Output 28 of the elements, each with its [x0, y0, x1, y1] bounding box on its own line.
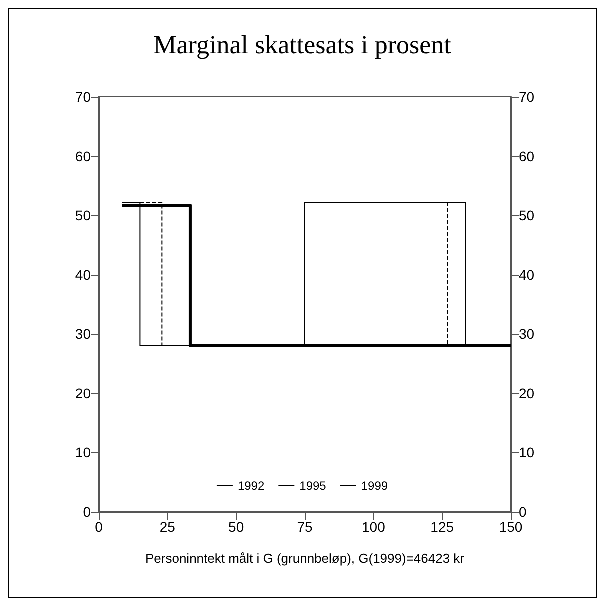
- x-tick-label: 125: [430, 519, 454, 535]
- y2-tick-label: 40: [519, 266, 535, 283]
- y-tick-label: 50: [75, 208, 92, 224]
- y-tick-label: 30: [75, 326, 92, 342]
- x-tick-label: 75: [297, 519, 313, 535]
- x-tick-label: 25: [160, 519, 176, 535]
- y2-tick-label: 20: [519, 385, 535, 402]
- x-tick-label: 0: [95, 519, 104, 535]
- legend-label: 1999: [361, 479, 388, 493]
- y-tick-label: 60: [75, 148, 92, 164]
- y2-tick-label: 70: [519, 89, 535, 105]
- legend-label: 1992: [238, 479, 265, 493]
- y-tick-label: 40: [75, 266, 92, 283]
- y2-tick-label: 0: [519, 504, 527, 520]
- y-tick-label: 10: [75, 444, 92, 461]
- y2-tick-label: 10: [519, 444, 535, 461]
- x-tick-label: 50: [228, 519, 244, 535]
- x-axis-title: Personinntekt målt i G (grunnbeløp), G(1999)=46423 kr: [145, 551, 466, 566]
- y2-tick-label: 60: [519, 148, 535, 164]
- y-tick-label: 0: [83, 504, 92, 520]
- y2-tick-label: 30: [519, 326, 535, 342]
- x-tick-label: 100: [362, 519, 386, 535]
- chart-title: Marginal skattesats i prosent: [154, 30, 452, 60]
- y-tick-label: 70: [75, 89, 92, 105]
- legend-label: 1995: [300, 479, 327, 493]
- y-tick-label: 20: [75, 385, 92, 402]
- y2-tick-label: 50: [519, 208, 535, 224]
- x-tick-label: 150: [499, 519, 523, 535]
